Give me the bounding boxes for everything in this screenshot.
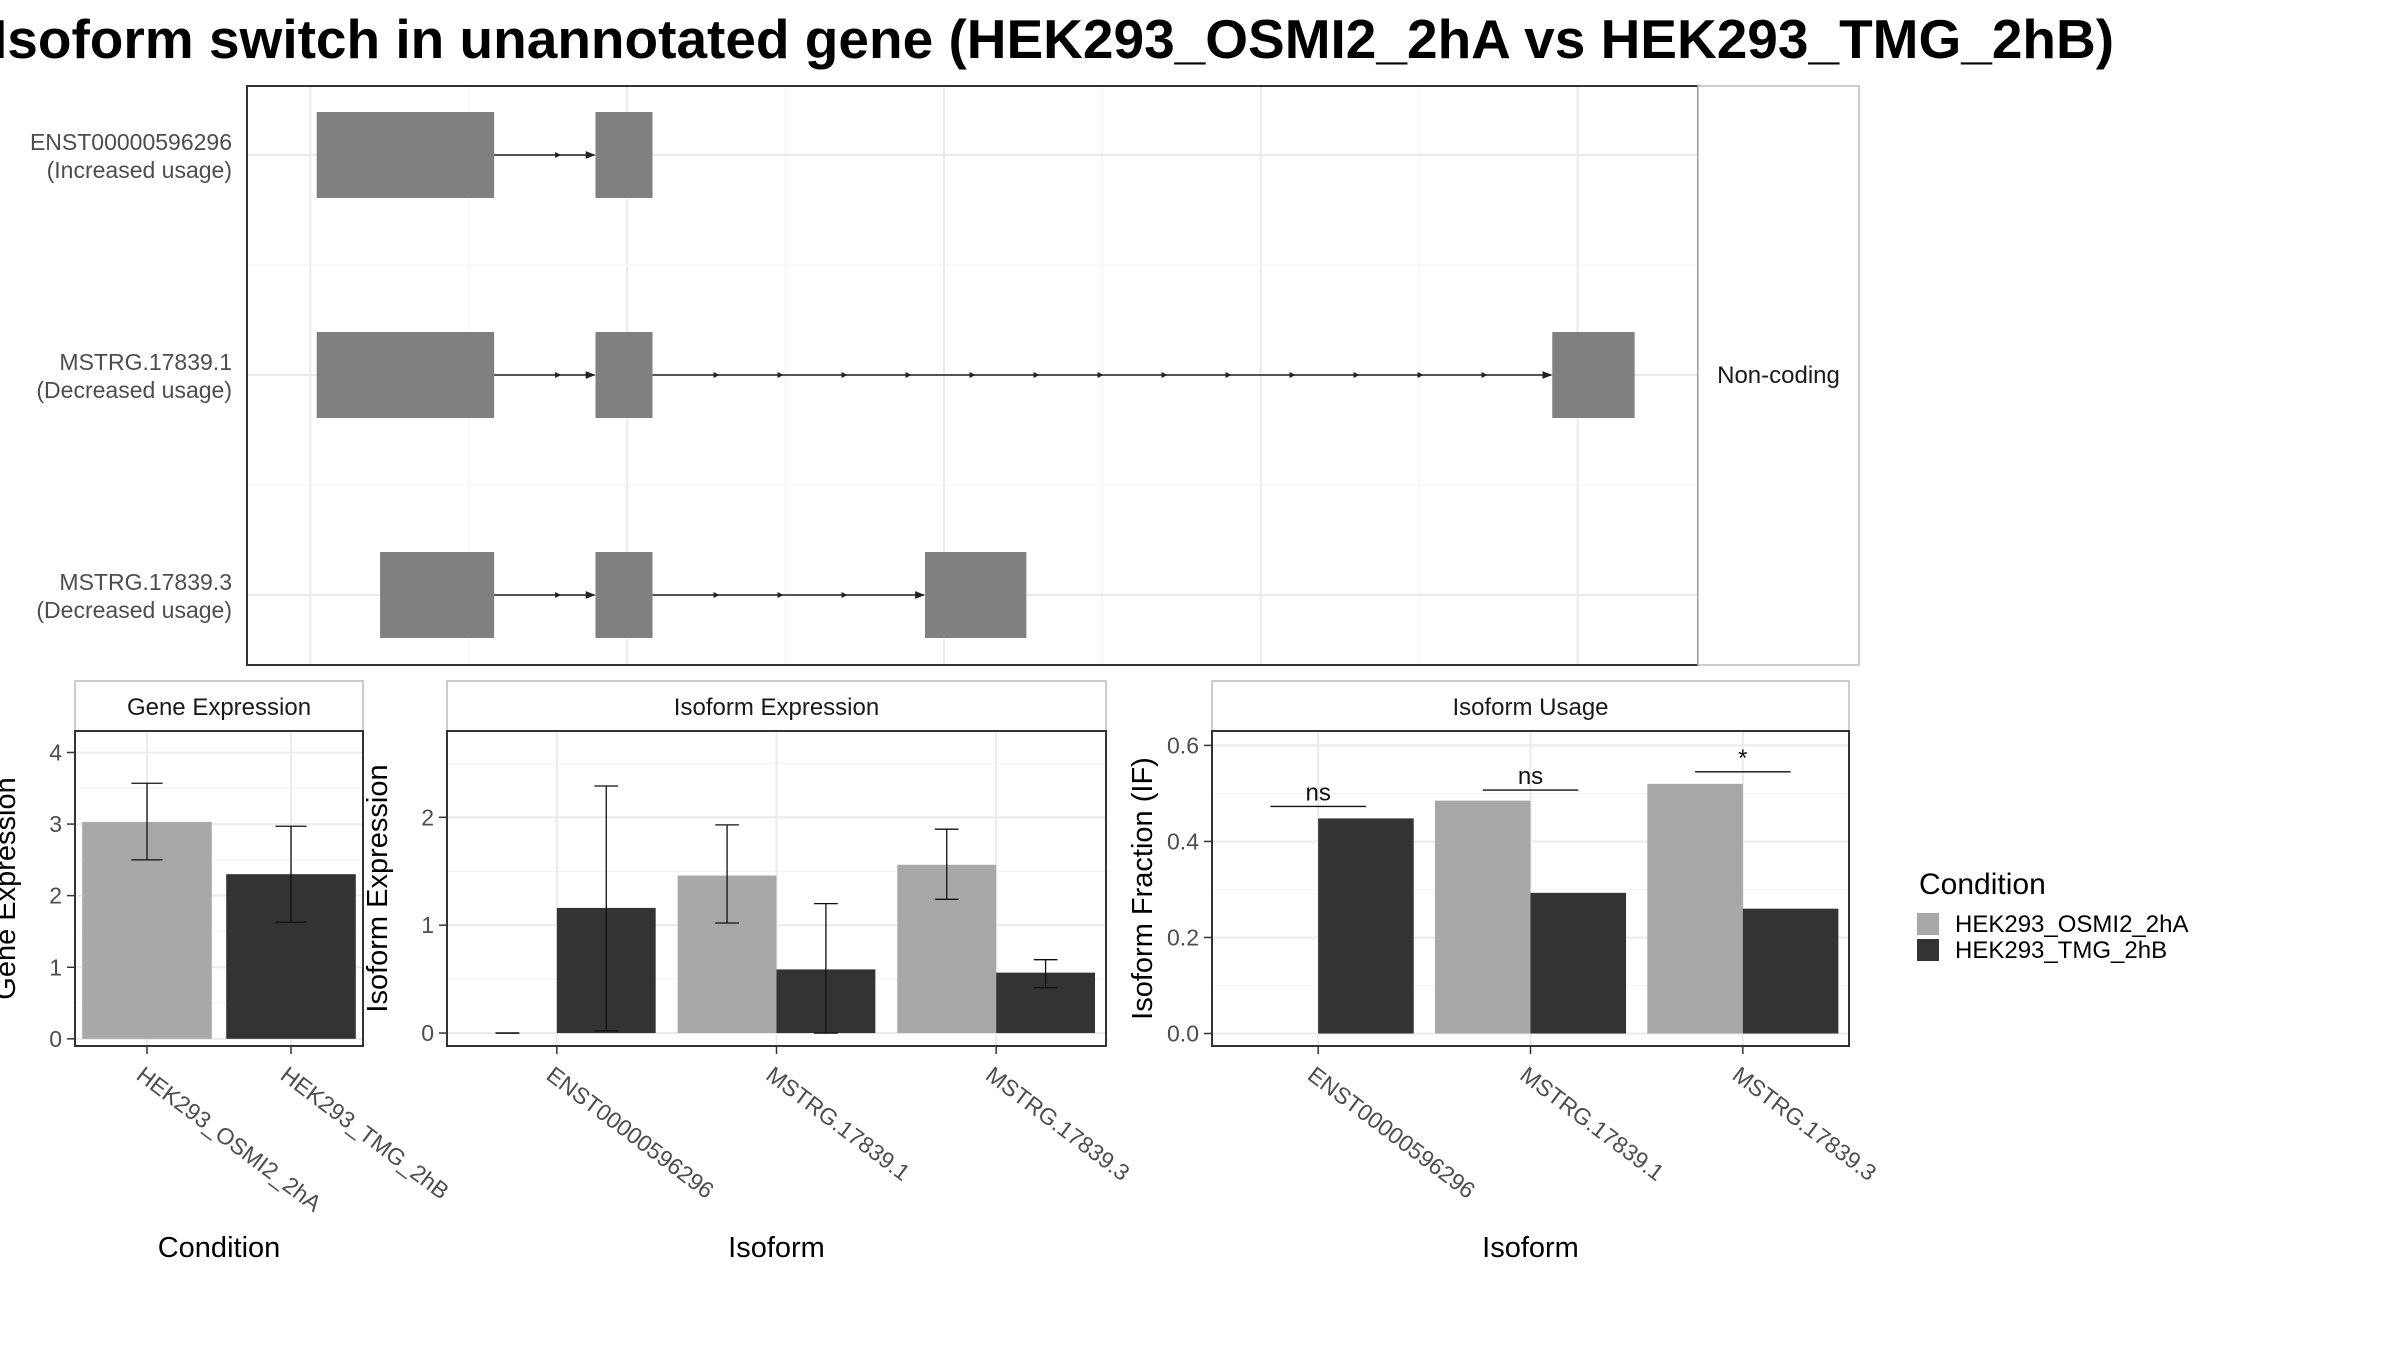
panel2-x-tick-label: ENST00000596296 — [542, 1061, 719, 1203]
intron-direction-arrow — [777, 592, 784, 598]
exon-block — [595, 552, 653, 638]
intron-direction-arrow — [777, 372, 784, 378]
panel3-x-tick-label: ENST00000596296 — [1303, 1061, 1480, 1203]
intron-direction-arrow — [905, 372, 912, 378]
legend-swatch — [1917, 939, 1939, 961]
intron-direction-arrow — [1481, 372, 1488, 378]
panel2-y-tick-label: 1 — [421, 912, 434, 938]
legend-label: HEK293_TMG_2hB — [1955, 937, 2167, 964]
exon-block — [316, 332, 495, 418]
panel3-y-tick-label: 0.2 — [1167, 924, 1199, 950]
intron-direction-arrow — [713, 372, 720, 378]
panel1-strip-title: Gene Expression — [127, 694, 311, 721]
intron-direction-arrow — [713, 592, 720, 598]
isoform-id-label: MSTRG.17839.1 — [59, 349, 232, 375]
panel3-y-tick-label: 0.6 — [1167, 732, 1199, 758]
panel3-strip-title: Isoform Usage — [1452, 694, 1608, 721]
panel3-x-axis-title: Isoform — [1482, 1232, 1579, 1264]
panel3-x-tick-label: MSTRG.17839.3 — [1728, 1061, 1881, 1186]
panel2-x-axis-title: Isoform — [728, 1232, 825, 1264]
exon-block — [380, 552, 495, 638]
panel3-bar — [1742, 908, 1839, 1034]
exon-block — [595, 112, 653, 198]
panel1-y-tick-label: 4 — [49, 739, 62, 765]
intron-direction-arrow — [1289, 372, 1296, 378]
intron-direction-arrow — [841, 592, 848, 598]
panel3-y-tick-label: 0.0 — [1167, 1021, 1199, 1047]
exon-block — [316, 112, 495, 198]
intron-direction-arrow — [555, 372, 562, 378]
exon-block — [924, 552, 1027, 638]
panel3-bar — [1318, 818, 1414, 1034]
intron-direction-arrow — [1097, 372, 1104, 378]
panel1-y-tick-label: 2 — [49, 883, 62, 909]
panel1-y-axis-title: Gene Expression — [0, 777, 22, 999]
panel1-panel-border — [74, 730, 364, 1047]
panel1-y-tick-label: 3 — [49, 811, 62, 837]
isoform-id-label: MSTRG.17839.3 — [59, 569, 232, 595]
panel2-y-tick-label: 0 — [421, 1020, 434, 1046]
intron-direction-arrow — [555, 592, 562, 598]
legend-title: Condition — [1919, 868, 2046, 901]
panel3-significance-label: * — [1738, 745, 1747, 772]
panel1-strip — [74, 680, 364, 732]
isoform-usage-label: (Increased usage) — [47, 157, 232, 183]
intron-direction-arrow — [969, 372, 976, 378]
panel3-bar — [1434, 800, 1531, 1034]
intron-direction-arrow — [841, 372, 848, 378]
structure-side-label: Non-coding — [1717, 362, 1840, 389]
panel3-y-axis-title: Isoform Fraction (IF) — [1127, 757, 1159, 1020]
structure-side-strip — [1697, 85, 1860, 666]
panel3-y-tick-label: 0.4 — [1167, 828, 1199, 854]
exon-block — [595, 332, 653, 418]
panel3-significance-label: ns — [1518, 763, 1543, 790]
exon-block — [1552, 332, 1635, 418]
figure-title: Isoform switch in unannotated gene (HEK2… — [0, 8, 2114, 70]
isoform-usage-label: (Decreased usage) — [36, 597, 232, 623]
panel1-x-axis-title: Condition — [158, 1232, 281, 1264]
intron-direction-arrow — [555, 152, 562, 158]
intron-direction-arrow — [1225, 372, 1232, 378]
panel2-y-axis-title: Isoform Expression — [362, 764, 394, 1012]
isoform-id-label: ENST00000596296 — [30, 129, 232, 155]
intron-direction-arrow — [1161, 372, 1168, 378]
panel1-y-tick-label: 1 — [49, 954, 62, 980]
panel2-x-tick-label: MSTRG.17839.3 — [981, 1061, 1134, 1186]
panel3-x-tick-label: MSTRG.17839.1 — [1515, 1061, 1668, 1186]
panel2-y-tick-label: 2 — [421, 804, 434, 830]
legend-swatch — [1917, 913, 1939, 935]
legend-label: HEK293_OSMI2_2hA — [1955, 911, 2188, 938]
panel3-strip — [1211, 680, 1850, 732]
panel2-x-tick-label: MSTRG.17839.1 — [761, 1061, 914, 1186]
intron-direction-arrow — [1033, 372, 1040, 378]
isoform-usage-label: (Decreased usage) — [36, 377, 232, 403]
intron-direction-arrow — [1353, 372, 1360, 378]
intron-direction-arrow — [1417, 372, 1424, 378]
panel3-bar — [1647, 783, 1743, 1034]
panel1-y-tick-label: 0 — [49, 1026, 62, 1052]
panel2-strip-title: Isoform Expression — [674, 694, 879, 721]
panel3-significance-label: ns — [1305, 779, 1330, 806]
panel3-bar — [1530, 892, 1627, 1034]
panel2-strip — [446, 680, 1107, 732]
